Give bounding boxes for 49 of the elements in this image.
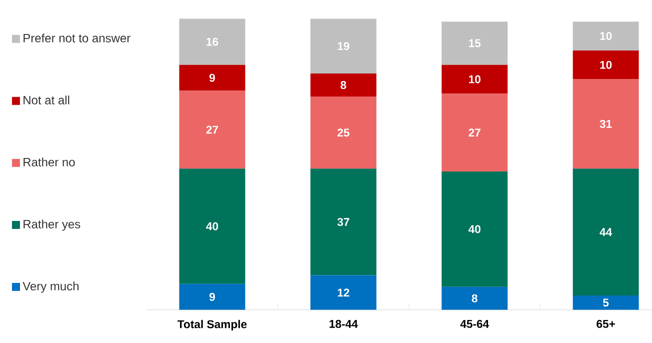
bar <box>179 64 246 91</box>
bar <box>442 64 508 94</box>
bar <box>572 296 639 310</box>
legend-label: Rather yes <box>24 220 80 231</box>
bar <box>442 286 508 310</box>
data-label: 27 <box>206 126 218 134</box>
data-label: 9 <box>209 74 215 82</box>
data-label: 40 <box>206 222 218 230</box>
bar <box>572 79 639 169</box>
data-label: 12 <box>338 288 350 297</box>
data-label: 10 <box>600 32 612 40</box>
data-label: 25 <box>338 128 350 137</box>
x-tick-label: 65+ <box>596 320 615 328</box>
legend-label: Rather no <box>24 158 75 166</box>
data-label: 44 <box>600 228 612 236</box>
data-label: 27 <box>468 128 480 137</box>
data-label: 8 <box>472 294 478 302</box>
legend-label: Prefer not to answer <box>24 34 130 42</box>
bar <box>179 18 246 65</box>
bar <box>310 18 376 74</box>
data-label: 10 <box>469 75 480 84</box>
data-label: 5 <box>603 298 609 307</box>
data-label: 15 <box>469 39 481 48</box>
bar <box>442 172 508 287</box>
x-tick-label: 18-44 <box>330 320 358 328</box>
bar <box>310 96 376 169</box>
bar <box>572 168 639 296</box>
legend-label: Very much <box>22 282 79 293</box>
bar <box>179 284 246 310</box>
x-tick-label: 45-64 <box>460 320 490 328</box>
bar <box>179 168 246 284</box>
data-label: 9 <box>209 292 215 301</box>
data-label: 37 <box>337 218 350 226</box>
data-label: 40 <box>468 225 480 234</box>
bar <box>442 22 508 65</box>
data-label: 19 <box>338 42 350 50</box>
data-label: 16 <box>206 38 218 46</box>
bar <box>572 50 639 80</box>
bar <box>179 90 246 169</box>
legend-label: Not at all <box>24 96 70 104</box>
bar <box>442 94 508 172</box>
bar <box>310 275 376 310</box>
bar <box>310 74 376 97</box>
bar <box>310 168 376 276</box>
data-label: 31 <box>600 120 612 128</box>
bar <box>572 22 639 50</box>
data-label: 10 <box>600 60 612 69</box>
data-label: 8 <box>340 81 346 90</box>
x-tick-label: Total Sample <box>178 320 247 331</box>
